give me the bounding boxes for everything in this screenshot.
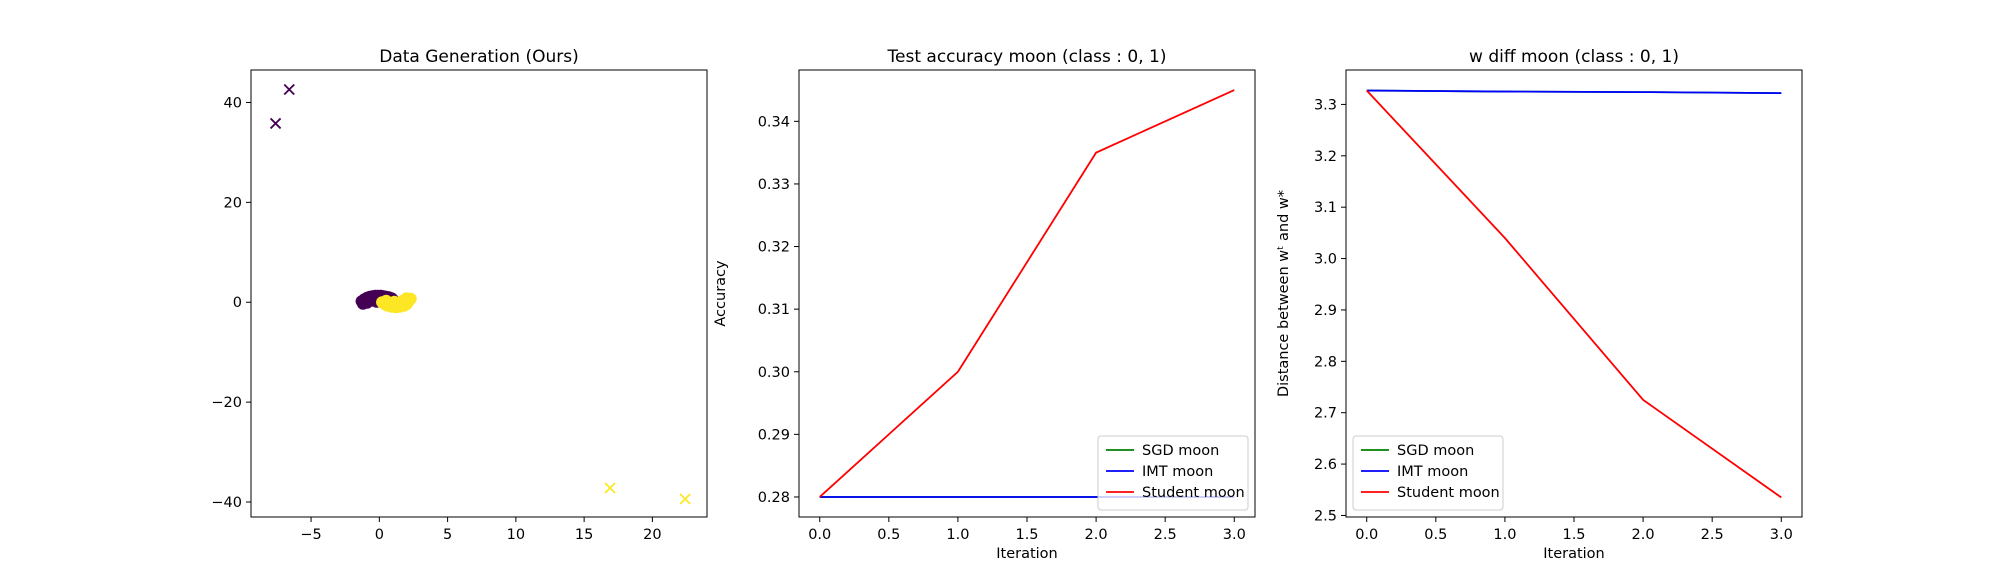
- plot-area: [1366, 89, 1782, 499]
- x-tick-label: 1.0: [946, 527, 969, 543]
- legend-label: Student moon: [1397, 485, 1500, 501]
- y-tick-label: 3.2: [1314, 149, 1337, 165]
- y-tick-label: 0.29: [758, 427, 790, 443]
- x-tick-label: 3.0: [1770, 527, 1793, 543]
- y-tick-label: 0.28: [758, 490, 790, 506]
- axes-frame: [1345, 69, 1803, 518]
- cross-stroke: [283, 83, 295, 96]
- y-tick-label: 3.0: [1314, 252, 1337, 268]
- plot-area: [269, 83, 691, 505]
- x-tick-label: 10: [507, 527, 525, 543]
- y-tick-label: 0: [233, 295, 242, 311]
- x-axis-label: Iteration: [996, 546, 1058, 562]
- series-line-student-moon: [1366, 89, 1782, 499]
- y-axis-label: Accuracy: [713, 260, 729, 327]
- y-tick-label: 0.30: [758, 365, 790, 381]
- x-tick-label: 0.0: [1355, 527, 1378, 543]
- y-tick-label: 3.3: [1314, 97, 1337, 113]
- legend-label: Student moon: [1142, 485, 1245, 501]
- x-tick-label: 1.5: [1562, 527, 1585, 543]
- x-tick-label: 2.5: [1701, 527, 1724, 543]
- scatter-point: [359, 294, 372, 307]
- y-tick-label: −20: [211, 395, 242, 411]
- scatter-cross-point: [269, 117, 282, 130]
- y-tick-label: 0.33: [758, 177, 790, 193]
- x-tick-label: −5: [300, 527, 321, 543]
- x-tick-label: 15: [575, 527, 593, 543]
- x-tick-label: 1.0: [1493, 527, 1516, 543]
- x-tick-label: 0.5: [1424, 527, 1447, 543]
- x-tick-label: 0.5: [877, 527, 900, 543]
- legend-label: SGD moon: [1142, 443, 1219, 459]
- y-tick-label: 0.32: [758, 240, 790, 256]
- cross-stroke: [604, 482, 616, 494]
- x-tick-label: 0.0: [808, 527, 831, 543]
- scatter-cross-point: [604, 482, 616, 494]
- legend-label: IMT moon: [1397, 464, 1468, 480]
- chart-3: w diff moon (class : 0, 1) 0.0 0.5 1.0 1.5 2.…: [1276, 47, 1803, 562]
- x-tick-label: 0: [375, 527, 384, 543]
- chart-title: Test accuracy moon (class : 0, 1): [887, 47, 1167, 67]
- legend: SGD moon IMT moon Student moon: [1352, 435, 1504, 511]
- y-tick-label: 2.8: [1314, 354, 1337, 370]
- legend-label: SGD moon: [1397, 443, 1474, 459]
- legend: SGD moon IMT moon Student moon: [1097, 435, 1249, 511]
- legend-frame: [1352, 435, 1504, 511]
- chart-title: w diff moon (class : 0, 1): [1469, 47, 1679, 67]
- axes-frame: [250, 69, 708, 518]
- y-tick-label: 40: [224, 95, 242, 111]
- x-tick-label: 2.0: [1632, 527, 1655, 543]
- x-tick-label: 2.0: [1085, 527, 1108, 543]
- y-tick-label: 0.34: [758, 114, 790, 130]
- scatter-point: [388, 295, 401, 308]
- series-line-imt-moon: [1366, 89, 1782, 95]
- y-tick-label: 0.31: [758, 302, 790, 318]
- x-tick-label: 2.5: [1154, 527, 1177, 543]
- x-tick-label: 3.0: [1223, 527, 1246, 543]
- y-tick-label: 2.7: [1314, 406, 1337, 422]
- y-axis-label: Distance between wᵗ and w*: [1276, 190, 1292, 397]
- chart-2: Test accuracy moon (class : 0, 1) 0.0 0.5 1…: [713, 47, 1256, 562]
- chart-1: Data Generation (Ours) −5 0 5 10 15 20 −40 −20 0 2…: [211, 47, 708, 543]
- y-tick-label: −40: [211, 495, 242, 511]
- legend-label: IMT moon: [1142, 464, 1213, 480]
- x-tick-label: 5: [443, 527, 452, 543]
- x-tick-label: 1.5: [1015, 527, 1038, 543]
- scatter-cross-point: [283, 83, 295, 96]
- y-tick-label: 2.5: [1314, 508, 1337, 524]
- y-tick-label: 20: [224, 195, 242, 211]
- y-tick-label: 3.1: [1314, 200, 1337, 216]
- cross-stroke: [679, 493, 691, 505]
- y-tick-label: 2.6: [1314, 457, 1337, 473]
- scatter-cross-point: [679, 493, 691, 505]
- series-line-student-moon: [819, 89, 1235, 498]
- y-tick-label: 2.9: [1314, 303, 1337, 319]
- x-tick-label: 20: [643, 527, 661, 543]
- chart-title: Data Generation (Ours): [379, 47, 579, 67]
- cross-stroke: [269, 117, 282, 130]
- axes-frame: [798, 69, 1256, 518]
- x-axis-label: Iteration: [1543, 546, 1605, 562]
- legend-frame: [1097, 435, 1249, 511]
